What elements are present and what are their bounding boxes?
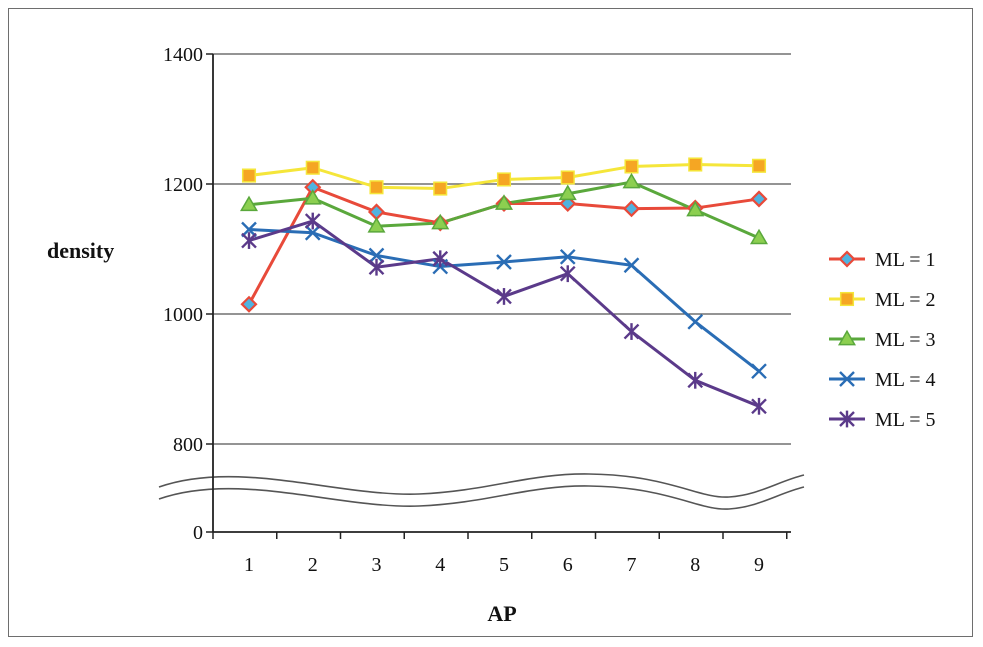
x-tick-label: 2 — [308, 554, 318, 576]
data-point-series-2 — [305, 160, 320, 175]
data-point-series-4 — [687, 313, 704, 330]
y-tick-label: 1400 — [163, 44, 203, 66]
data-point-series-3 — [558, 184, 577, 201]
series-markers — [239, 157, 769, 415]
data-point-series-2 — [496, 172, 512, 187]
data-point-series-5 — [559, 265, 576, 283]
legend-marker — [839, 410, 855, 428]
legend-item-4: ML = 4 — [829, 369, 936, 391]
data-point-series-3 — [303, 189, 322, 205]
x-axis-title: AP — [487, 601, 516, 626]
data-point-series-4 — [559, 248, 576, 265]
data-point-series-2 — [560, 170, 575, 185]
data-point-series-2 — [688, 157, 703, 172]
y-tick-label: 0 — [193, 522, 203, 544]
x-tick-label: 1 — [244, 554, 254, 576]
data-point-series-3 — [494, 194, 514, 210]
data-point-series-5 — [751, 397, 767, 415]
y-axis-title: density — [47, 238, 114, 263]
data-point-series-2 — [241, 168, 257, 183]
x-tick-label: 9 — [754, 554, 764, 576]
y-tick-labels: 0 800 1000 1200 1400 — [163, 44, 203, 544]
x-tick-labels: 1 2 3 4 5 6 7 8 9 — [244, 554, 764, 576]
y-tick-label: 800 — [173, 434, 203, 456]
legend-label: ML = 1 — [875, 249, 936, 271]
data-point-series-3 — [431, 213, 450, 230]
data-point-series-4 — [623, 257, 640, 274]
y-tick-label: 1200 — [163, 174, 203, 196]
x-tick-label: 7 — [627, 554, 637, 576]
chart-frame: 0 800 1000 1200 1400 1 2 3 4 5 6 7 8 9 density AP ML… — [8, 8, 973, 637]
x-tick-label: 5 — [499, 554, 509, 576]
data-point-series-1 — [622, 200, 641, 218]
data-point-series-3 — [239, 195, 259, 212]
legend-marker — [837, 329, 857, 346]
data-point-series-2 — [433, 181, 448, 196]
line-chart: 0 800 1000 1200 1400 1 2 3 4 5 6 7 8 9 density AP ML… — [47, 44, 936, 626]
legend-label: ML = 2 — [875, 289, 936, 311]
x-tick-label: 4 — [435, 554, 445, 576]
data-point-series-4 — [304, 224, 321, 241]
data-point-series-4 — [368, 247, 385, 264]
data-point-series-5 — [432, 250, 449, 268]
legend-marker — [839, 291, 855, 307]
data-point-series-2 — [624, 159, 639, 174]
axis-break-wave-lower — [158, 485, 805, 510]
data-point-series-5 — [241, 232, 257, 249]
legend-item-5: ML = 5 — [829, 409, 936, 431]
axis-break — [158, 473, 805, 510]
data-point-series-1 — [750, 190, 768, 208]
legend-item-2: ML = 2 — [829, 289, 936, 311]
legend-label: ML = 3 — [875, 329, 936, 351]
data-point-series-1 — [367, 203, 386, 221]
x-tick-label: 8 — [690, 554, 700, 576]
axis-break-wave-upper — [158, 473, 805, 498]
data-point-series-3 — [367, 217, 386, 233]
data-point-series-5 — [496, 288, 512, 305]
data-point-series-1 — [240, 295, 258, 313]
x-tick-label: 3 — [372, 554, 382, 576]
data-point-series-2 — [751, 158, 767, 173]
data-point-series-4 — [751, 363, 767, 380]
data-point-series-3 — [749, 228, 769, 245]
data-point-series-5 — [623, 323, 640, 340]
data-point-series-4 — [241, 221, 257, 238]
legend-item-3: ML = 3 — [829, 329, 936, 351]
data-point-series-5 — [304, 212, 321, 230]
data-point-series-2 — [369, 180, 384, 195]
data-point-series-5 — [687, 371, 704, 389]
legend-label: ML = 4 — [875, 369, 936, 391]
data-point-series-3 — [686, 200, 705, 217]
y-tick-label: 1000 — [163, 304, 203, 326]
legend-marker — [839, 371, 855, 387]
data-point-series-5 — [368, 258, 385, 276]
data-point-series-4 — [496, 254, 512, 270]
legend-item-1: ML = 1 — [829, 249, 936, 271]
data-point-series-3 — [622, 172, 641, 189]
legend-label: ML = 5 — [875, 409, 936, 431]
axes — [206, 53, 791, 539]
legend-marker — [838, 250, 856, 268]
legend: ML = 1 ML = 2 ML = 3 ML = 4 ML = 5 — [829, 249, 936, 431]
x-tick-label: 6 — [563, 554, 573, 576]
